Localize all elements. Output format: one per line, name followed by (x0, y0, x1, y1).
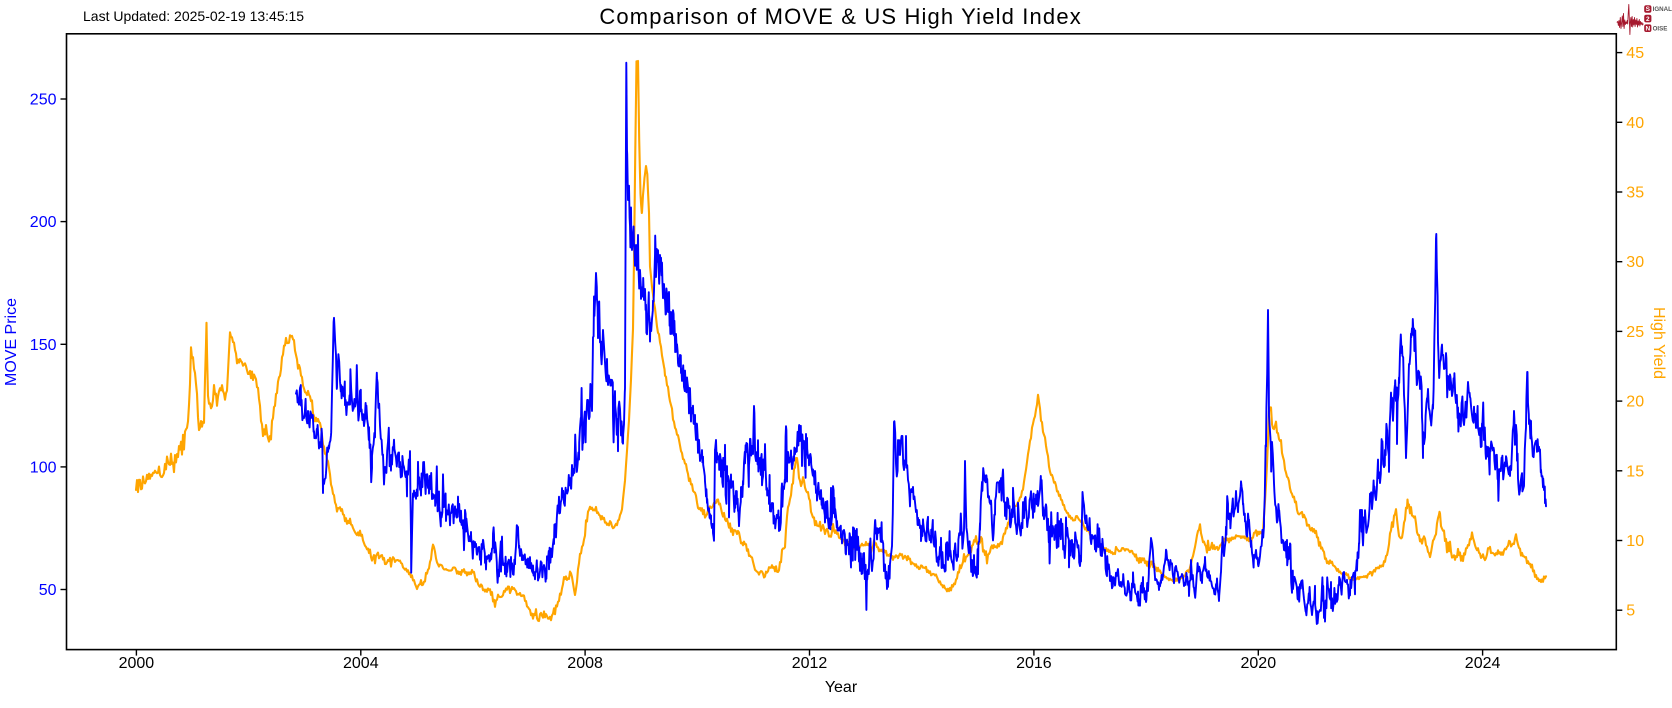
svg-text:30: 30 (1626, 254, 1644, 271)
svg-text:200: 200 (30, 214, 57, 231)
svg-text:Comparison of MOVE & US High Y: Comparison of MOVE & US High Yield Index (599, 4, 1082, 29)
svg-text:100: 100 (30, 459, 57, 476)
svg-text:250: 250 (30, 92, 57, 109)
svg-text:OISE: OISE (1653, 26, 1668, 33)
svg-text:25: 25 (1626, 324, 1644, 341)
svg-text:High Yield: High Yield (1650, 307, 1667, 379)
svg-text:20: 20 (1626, 394, 1644, 411)
svg-text:MOVE Price: MOVE Price (3, 298, 20, 386)
svg-text:Year: Year (825, 679, 858, 696)
svg-text:10: 10 (1626, 533, 1644, 550)
svg-text:2008: 2008 (567, 655, 603, 672)
svg-text:50: 50 (39, 582, 57, 599)
svg-text:2000: 2000 (119, 655, 155, 672)
svg-text:40: 40 (1626, 115, 1644, 132)
svg-text:N: N (1645, 25, 1650, 32)
svg-text:35: 35 (1626, 185, 1644, 202)
svg-text:2004: 2004 (343, 655, 379, 672)
svg-text:150: 150 (30, 337, 57, 354)
svg-text:S: S (1646, 6, 1651, 13)
svg-text:2024: 2024 (1465, 655, 1501, 672)
svg-text:45: 45 (1626, 45, 1644, 62)
svg-text:2: 2 (1646, 16, 1650, 23)
svg-text:IGNAL: IGNAL (1653, 6, 1672, 13)
svg-text:15: 15 (1626, 463, 1644, 480)
svg-text:Last Updated: 2025-02-19 13:45: Last Updated: 2025-02-19 13:45:15 (83, 8, 304, 24)
svg-text:2012: 2012 (792, 655, 828, 672)
svg-text:5: 5 (1626, 603, 1635, 620)
svg-text:2016: 2016 (1016, 655, 1052, 672)
svg-text:2020: 2020 (1241, 655, 1277, 672)
